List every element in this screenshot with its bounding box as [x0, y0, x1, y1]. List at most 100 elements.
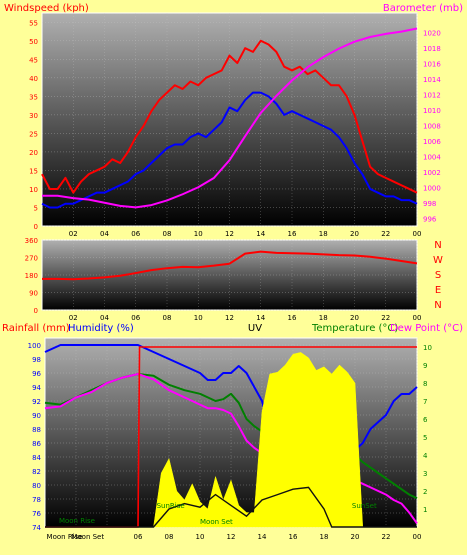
x-tick-label: 14 [256, 230, 265, 238]
y2-tick-label: 5 [423, 434, 427, 442]
barometer-series-line [42, 27, 418, 209]
y-tick-label: 180 [25, 272, 38, 280]
y-tick-label: 30 [29, 112, 38, 120]
y-tick-label: 20 [29, 149, 38, 157]
y-tick-label: 270 [25, 255, 38, 263]
y-tick-label: 40 [29, 75, 38, 83]
x-tick-label: 06 [131, 314, 140, 322]
y-tick-label: 90 [29, 290, 38, 298]
y2-tick-label: 1020 [423, 29, 441, 37]
x-tick-label: 16 [288, 230, 297, 238]
y-tick-label: 25 [29, 130, 38, 138]
x-tick-label: 08 [165, 533, 174, 541]
solar-series-line [45, 486, 417, 528]
x-tick-label: 18 [319, 314, 328, 322]
y-tick-label: 98 [32, 356, 41, 364]
y-tick-label: 50 [29, 38, 38, 46]
annotation-label: SunRise [157, 502, 185, 510]
y-tick-label: 360 [25, 237, 38, 245]
compass-label: S [435, 270, 441, 281]
y-tick-label: 82 [32, 468, 41, 476]
y2-tick-label: 10 [423, 344, 432, 352]
y-tick-label: 86 [32, 440, 41, 448]
x-tick-label: 18 [320, 533, 329, 541]
x-tick-label: 16 [289, 533, 298, 541]
x-tick-label: 00 [413, 230, 422, 238]
y2-tick-label: 7 [423, 398, 427, 406]
y2-tick-label: 8 [423, 380, 427, 388]
y2-tick-label: 1010 [423, 107, 441, 115]
x-tick-label: 20 [350, 314, 359, 322]
compass-label: N [434, 240, 441, 251]
annotation-label: SunSet [352, 502, 377, 510]
annotation-label: Moon Rise [59, 517, 95, 525]
y-tick-label: 100 [28, 342, 41, 350]
y-tick-label: 10 [29, 186, 38, 194]
y2-tick-label: 1014 [423, 76, 441, 84]
x-tick-label: 14 [258, 533, 267, 541]
y-tick-label: 88 [32, 426, 41, 434]
x-tick-label: 04 [100, 230, 109, 238]
compass-label: E [435, 285, 441, 296]
y2-tick-label: 1000 [423, 184, 441, 192]
x-tick-label: 16 [288, 314, 297, 322]
y-tick-label: 45 [29, 56, 38, 64]
y2-tick-label: 1006 [423, 138, 441, 146]
wind-direction-series-line [42, 250, 418, 281]
rainfall-axis-label: Rainfall (mm) [2, 323, 70, 334]
y2-tick-label: 1018 [423, 45, 441, 53]
x-tick-label: 20 [351, 533, 360, 541]
y-tick-label: 0 [34, 307, 38, 315]
x-tick-label: 18 [319, 230, 328, 238]
plot-area [41, 12, 418, 227]
y-tick-label: 84 [32, 454, 41, 462]
y-tick-label: 0 [34, 223, 38, 231]
y2-tick-label: 2 [423, 488, 427, 496]
windspeed-series-line [41, 39, 418, 194]
x-tick-label: 06 [131, 230, 140, 238]
gust-series-line [41, 91, 418, 209]
x-tick-label: 00 [413, 314, 422, 322]
annotation-label: Moon Set [71, 533, 104, 541]
x-tick-label: 02 [69, 314, 78, 322]
y-tick-label: 15 [29, 167, 38, 175]
x-tick-label: 10 [194, 314, 203, 322]
y-tick-label: 78 [32, 496, 41, 504]
windspeed-axis-label: Windspeed (kph) [4, 3, 89, 14]
y2-tick-label: 1004 [423, 153, 441, 161]
y2-tick-label: 1016 [423, 60, 441, 68]
y-tick-label: 92 [32, 398, 41, 406]
x-tick-label: 22 [381, 314, 390, 322]
y2-tick-label: 1 [423, 506, 427, 514]
dewpoint-axis-label: Dew Point (°C) [390, 323, 463, 334]
y-tick-label: 74 [32, 524, 41, 532]
y-tick-label: 5 [34, 204, 38, 212]
y2-tick-label: 996 [423, 215, 437, 223]
barometer-axis-label: Barometer (mb) [383, 3, 463, 14]
x-tick-label: 08 [163, 230, 172, 238]
annotation-label: Moon Set [200, 518, 233, 526]
y2-tick-label: 1008 [423, 122, 441, 130]
x-tick-label: 08 [163, 314, 172, 322]
x-tick-label: 10 [194, 230, 203, 238]
y2-tick-label: 9 [423, 362, 427, 370]
x-tick-label: 14 [256, 314, 265, 322]
x-tick-label: 12 [225, 230, 234, 238]
y2-tick-label: 1002 [423, 169, 441, 177]
x-tick-label: 20 [350, 230, 359, 238]
x-tick-label: 00 [413, 533, 422, 541]
uv-title: UV [248, 323, 262, 334]
y-tick-label: 90 [32, 412, 41, 420]
y2-tick-label: 4 [423, 452, 428, 460]
x-tick-label: 04 [100, 314, 109, 322]
annotation-label: Moon Rise [47, 533, 83, 541]
uv-series-area [45, 352, 417, 528]
y-tick-label: 76 [32, 510, 41, 518]
compass-label: N [434, 300, 441, 311]
y2-tick-label: 1012 [423, 91, 441, 99]
x-tick-label: 22 [381, 230, 390, 238]
compass-label: W [433, 255, 443, 266]
y2-tick-label: 3 [423, 470, 427, 478]
